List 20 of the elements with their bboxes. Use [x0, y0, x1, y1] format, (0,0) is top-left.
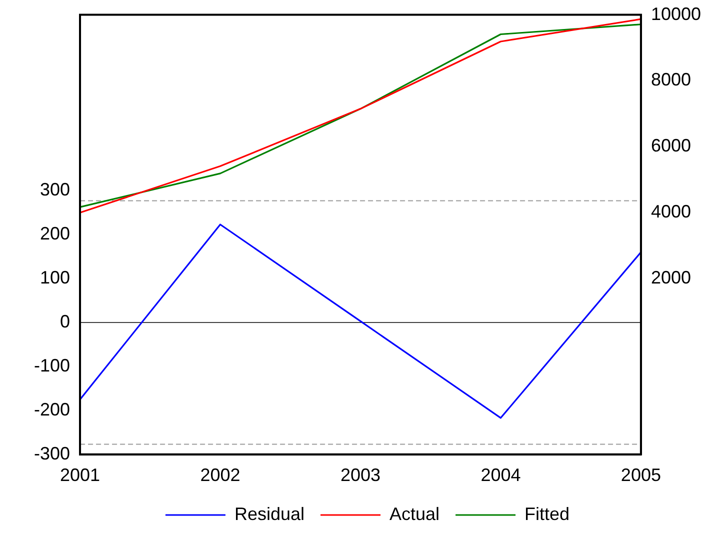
legend-label: Fitted [524, 504, 570, 524]
x-tick-label: 2002 [200, 465, 240, 486]
x-tick-label: 2001 [60, 465, 100, 486]
legend-label: Actual [390, 504, 440, 524]
y2-tick-label: 8000 [650, 70, 691, 90]
y-tick-label: 0 [60, 311, 70, 332]
y-tick-label: -300 [34, 443, 70, 464]
y-tick-label: 300 [40, 180, 70, 200]
y-tick-label: -100 [34, 355, 70, 376]
y2-tick-label: 4000 [650, 202, 691, 222]
y-tick-label: 200 [40, 224, 70, 244]
legend-label: Residual [234, 504, 305, 524]
y2-tick-label: 10000 [650, 4, 702, 24]
x-tick-label: 2005 [620, 465, 661, 486]
x-tick-label: 2004 [480, 465, 521, 486]
y2-tick-label: 6000 [650, 136, 691, 156]
x-tick-label: 2003 [340, 465, 381, 486]
y-tick-label: 100 [40, 268, 70, 288]
y-tick-label: -200 [34, 399, 70, 420]
y2-tick-label: 2000 [650, 268, 691, 288]
